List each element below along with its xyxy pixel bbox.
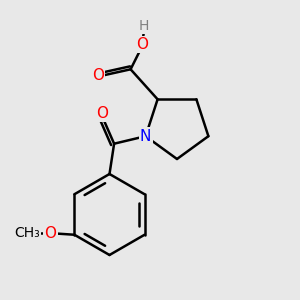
Text: CH₃: CH₃ xyxy=(14,226,40,240)
Text: O: O xyxy=(96,106,108,121)
Text: H: H xyxy=(139,19,149,33)
Text: O: O xyxy=(92,68,104,83)
Text: O: O xyxy=(44,226,56,241)
Text: N: N xyxy=(140,129,151,144)
Text: O: O xyxy=(136,37,148,52)
